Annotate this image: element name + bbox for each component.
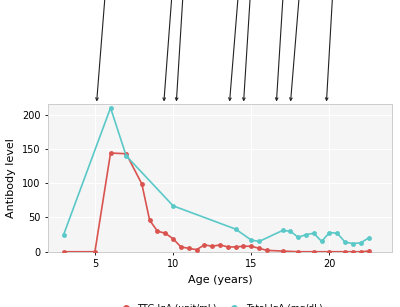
Text: MTX initiation: MTX initiation xyxy=(240,0,274,100)
X-axis label: Age (years): Age (years) xyxy=(188,275,252,285)
Text: ADA discontinued: ADA discontinued xyxy=(287,0,330,100)
Y-axis label: Antibody level: Antibody level xyxy=(6,138,16,218)
Text: 6MP initiation: 6MP initiation xyxy=(173,0,206,100)
Text: Diagnosis of celiac,
initiation of GFD: Diagnosis of celiac, initiation of GFD xyxy=(89,0,140,100)
Text: 6MP discontinued: 6MP discontinued xyxy=(226,0,268,100)
Text: Budesonide trial: Budesonide trial xyxy=(160,0,200,100)
Text: ADA initiation: ADA initiation xyxy=(273,0,307,100)
Legend: TTG IgA (unit/mL), Total IgA (mg/dL): TTG IgA (unit/mL), Total IgA (mg/dL) xyxy=(114,301,326,307)
Text: Abatacept and
IVIG initiation: Abatacept and IVIG initiation xyxy=(319,0,359,100)
